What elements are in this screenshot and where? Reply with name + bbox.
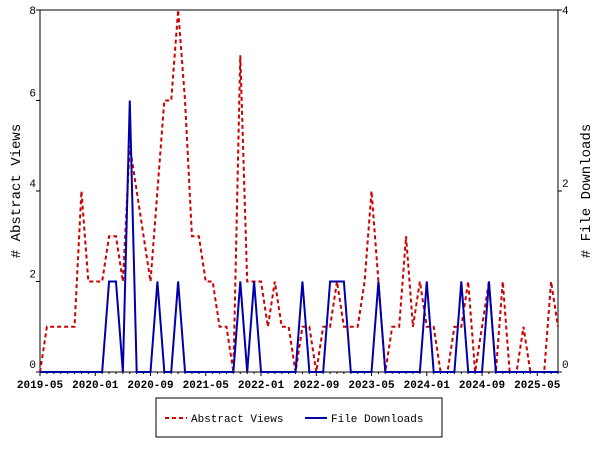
legend-label: Abstract Views bbox=[191, 414, 283, 426]
series-line bbox=[40, 100, 558, 373]
x-tick-label: 2022-01 bbox=[238, 380, 285, 392]
y-tick-label: 6 bbox=[29, 89, 36, 101]
x-tick-label: 2025-05 bbox=[514, 380, 561, 392]
x-tick-label: 2024-09 bbox=[459, 380, 505, 392]
series-line bbox=[39, 9, 559, 373]
x-tick-label: 2020-09 bbox=[127, 380, 173, 392]
y2-tick-label: 4 bbox=[562, 6, 569, 18]
y2-tick-label: 2 bbox=[562, 179, 569, 191]
x-tick-label: 2019-05 bbox=[17, 380, 64, 392]
x-tick-label: 2022-09 bbox=[293, 380, 339, 392]
y-tick-label: 2 bbox=[29, 270, 36, 282]
y-tick-label: 8 bbox=[29, 6, 36, 18]
y-tick-label: 4 bbox=[29, 179, 36, 191]
x-tick-label: 2020-01 bbox=[72, 380, 119, 392]
legend-label: File Downloads bbox=[331, 414, 423, 426]
y2-axis-label: # File Downloads bbox=[579, 124, 595, 258]
y-tick-label: 0 bbox=[29, 360, 36, 372]
legend-box bbox=[155, 397, 443, 438]
y-axis-label: # Abstract Views bbox=[9, 124, 25, 258]
y2-tick-label: 0 bbox=[562, 360, 569, 372]
x-tick-label: 2024-01 bbox=[404, 380, 451, 392]
x-tick-label: 2023-05 bbox=[348, 380, 395, 392]
x-tick-label: 2021-05 bbox=[183, 380, 230, 392]
